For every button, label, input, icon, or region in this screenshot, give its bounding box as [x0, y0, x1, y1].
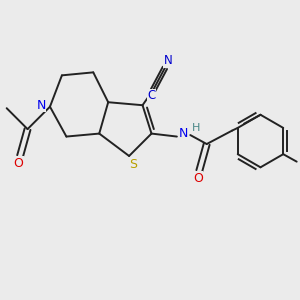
Text: H: H	[192, 123, 200, 133]
Text: C: C	[147, 89, 156, 102]
Text: N: N	[179, 127, 188, 140]
Text: N: N	[36, 99, 46, 112]
Text: O: O	[14, 157, 23, 170]
Text: N: N	[164, 54, 172, 67]
Text: O: O	[193, 172, 203, 185]
Text: S: S	[130, 158, 138, 171]
